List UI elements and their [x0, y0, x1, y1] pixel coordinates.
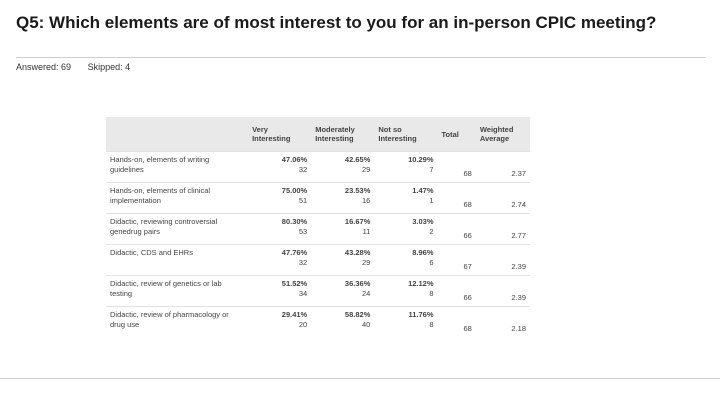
percent-value: 42.65% [344, 155, 371, 164]
results-table: Very Interesting Moderately Interesting … [106, 117, 530, 337]
question-title: Q5: Which elements are of most interest … [16, 13, 657, 32]
response-counts: Answered: 69 Skipped: 4 [16, 62, 144, 72]
table-row: Hands-on, elements of writing guidelines… [106, 151, 530, 183]
percent-value: 47.06% [281, 155, 308, 164]
percent-value: 16.67% [344, 217, 371, 226]
count-value: 24 [362, 289, 371, 298]
table-row: Didactic, review of genetics or lab test… [106, 275, 530, 307]
weighted-average-value: 2.18 [475, 306, 530, 337]
header-total: Total [437, 117, 476, 152]
header-blank [106, 117, 249, 152]
table-row: Didactic, review of pharmacology or drug… [106, 306, 530, 337]
percent-value: 10.29% [408, 155, 434, 164]
row-label: Didactic, review of genetics or lab test… [106, 275, 249, 307]
footer-divider [0, 378, 720, 379]
header-weighted-average: Weighted Average [475, 117, 530, 152]
very-interesting-cell: 51.52% 34 [248, 275, 312, 307]
percent-value: 75.00% [281, 186, 308, 195]
weighted-average-value: 2.39 [475, 244, 530, 276]
answered-count: Answered: 69 [16, 62, 72, 72]
count-value: 16 [362, 196, 371, 205]
percent-value: 47.76% [281, 248, 308, 257]
count-value: 53 [298, 227, 308, 236]
count-value: 40 [362, 320, 371, 329]
moderately-interesting-cell: 43.28% 29 [311, 244, 375, 276]
very-interesting-cell: 47.06% 32 [248, 151, 312, 183]
very-interesting-cell: 75.00% 51 [248, 182, 312, 214]
total-value: 68 [437, 306, 476, 337]
very-interesting-cell: 47.76% 32 [248, 244, 312, 276]
count-value: 2 [429, 227, 434, 236]
count-value: 29 [362, 165, 371, 174]
not-so-interesting-cell: 11.76% 8 [374, 306, 438, 337]
percent-value: 8.96% [412, 248, 434, 257]
very-interesting-cell: 80.30% 53 [248, 213, 312, 245]
row-label: Didactic, CDS and EHRs [106, 244, 249, 276]
weighted-average-value: 2.74 [475, 182, 530, 214]
total-value: 68 [437, 151, 476, 183]
title-divider [16, 57, 706, 58]
header-not-so-interesting: Not so Interesting [374, 117, 438, 152]
weighted-average-value: 2.37 [475, 151, 530, 183]
weighted-average-value: 2.39 [475, 275, 530, 307]
percent-value: 29.41% [281, 310, 308, 319]
count-value: 34 [298, 289, 308, 298]
count-value: 32 [298, 165, 308, 174]
total-value: 68 [437, 182, 476, 214]
count-value: 11 [362, 227, 371, 236]
percent-value: 1.47% [412, 186, 434, 195]
percent-value: 36.36% [344, 279, 371, 288]
percent-value: 51.52% [281, 279, 308, 288]
total-value: 67 [437, 244, 476, 276]
not-so-interesting-cell: 10.29% 7 [374, 151, 438, 183]
not-so-interesting-cell: 3.03% 2 [374, 213, 438, 245]
table-header-row: Very Interesting Moderately Interesting … [106, 117, 530, 152]
total-value: 66 [437, 213, 476, 245]
header-moderately-interesting: Moderately Interesting [311, 117, 375, 152]
not-so-interesting-cell: 12.12% 8 [374, 275, 438, 307]
moderately-interesting-cell: 42.65% 29 [311, 151, 375, 183]
count-value: 8 [429, 320, 434, 329]
count-value: 51 [298, 196, 308, 205]
header-very-interesting: Very Interesting [248, 117, 312, 152]
percent-value: 3.03% [412, 217, 434, 226]
moderately-interesting-cell: 16.67% 11 [311, 213, 375, 245]
percent-value: 11.76% [408, 310, 434, 319]
count-value: 29 [362, 258, 371, 267]
not-so-interesting-cell: 1.47% 1 [374, 182, 438, 214]
total-value: 66 [437, 275, 476, 307]
moderately-interesting-cell: 36.36% 24 [311, 275, 375, 307]
row-label: Didactic, review of pharmacology or drug… [106, 306, 249, 337]
table-row: Hands-on, elements of clinical implement… [106, 182, 530, 214]
very-interesting-cell: 29.41% 20 [248, 306, 312, 337]
row-label: Hands-on, elements of clinical implement… [106, 182, 249, 214]
table-row: Didactic, reviewing controversial genedr… [106, 213, 530, 245]
percent-value: 12.12% [408, 279, 434, 288]
percent-value: 80.30% [281, 217, 308, 226]
percent-value: 23.53% [344, 186, 371, 195]
count-value: 1 [429, 196, 434, 205]
not-so-interesting-cell: 8.96% 6 [374, 244, 438, 276]
count-value: 32 [298, 258, 308, 267]
percent-value: 58.82% [344, 310, 371, 319]
percent-value: 43.28% [344, 248, 371, 257]
skipped-count: Skipped: 4 [87, 62, 131, 72]
count-value: 20 [298, 320, 308, 329]
moderately-interesting-cell: 23.53% 16 [311, 182, 375, 214]
count-value: 6 [429, 258, 434, 267]
row-label: Hands-on, elements of writing guidelines [106, 151, 249, 183]
moderately-interesting-cell: 58.82% 40 [311, 306, 375, 337]
count-value: 7 [429, 165, 434, 174]
weighted-average-value: 2.77 [475, 213, 530, 245]
table-row: Didactic, CDS and EHRs 47.76% 32 43.28% 29… [106, 244, 530, 276]
row-label: Didactic, reviewing controversial genedr… [106, 213, 249, 245]
count-value: 8 [429, 289, 434, 298]
